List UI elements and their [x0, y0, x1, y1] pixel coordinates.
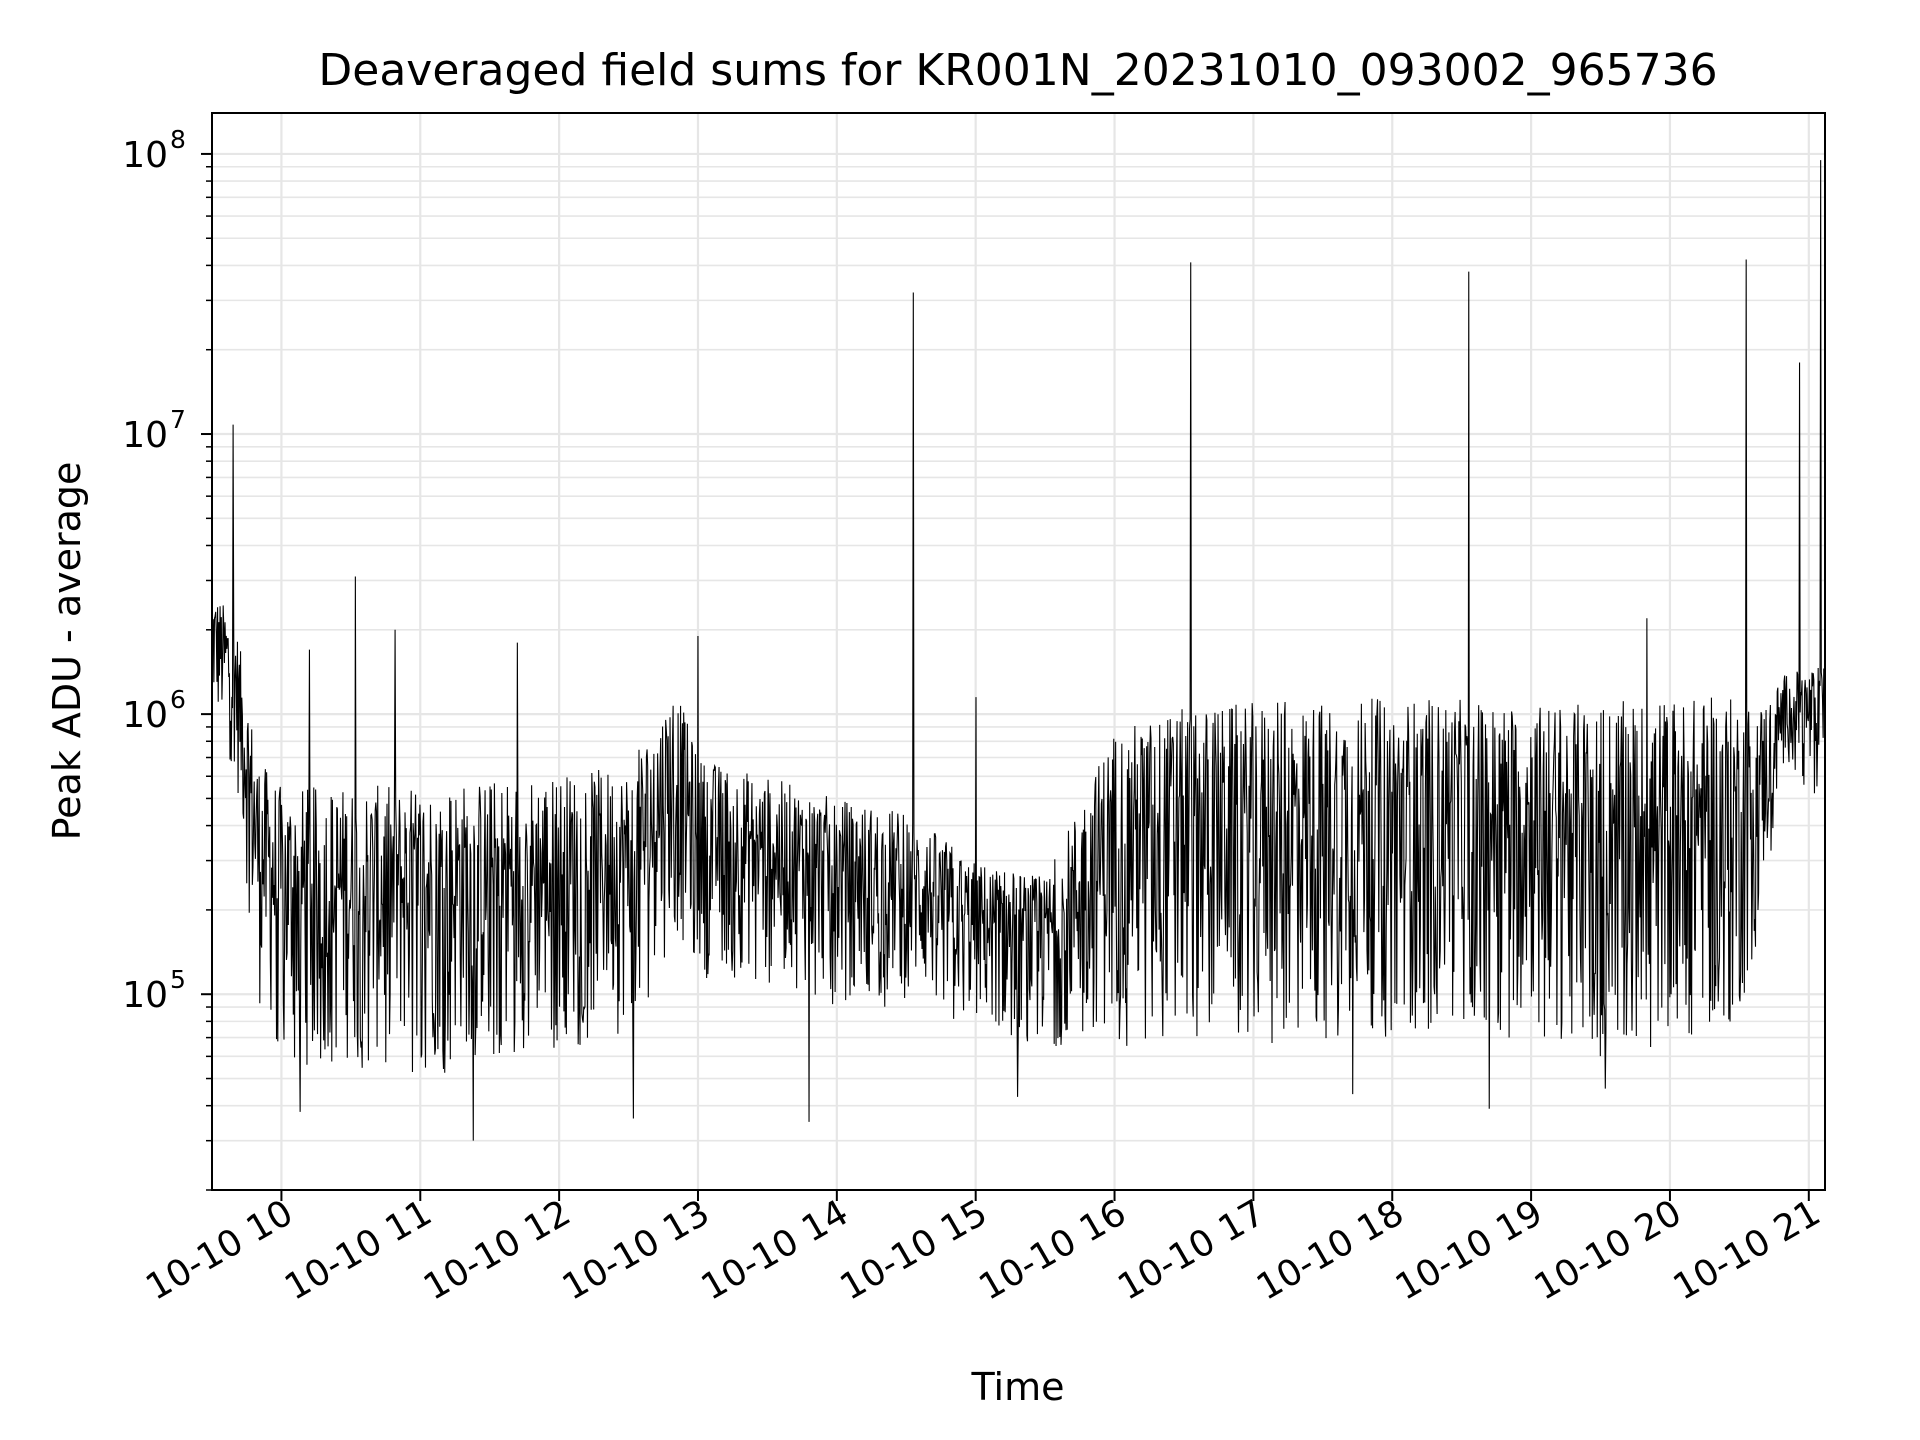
x-tick-label: 10-10 10	[139, 1192, 300, 1308]
y-axis-label: Peak ADU - average	[45, 462, 89, 841]
x-tick-label: 10-10 15	[834, 1192, 995, 1308]
y-tick-label: 10	[122, 135, 168, 176]
x-tick-label: 10-10 17	[1111, 1192, 1272, 1308]
y-tick-exponent: 8	[170, 125, 186, 154]
y-tick-exponent: 7	[170, 405, 186, 434]
y-tick-label: 10	[122, 975, 168, 1016]
x-axis-label: Time	[971, 1365, 1065, 1409]
x-tick-label: 10-10 14	[695, 1192, 856, 1308]
x-tick-label: 10-10 20	[1528, 1192, 1689, 1308]
plot-frame	[211, 112, 1826, 1191]
data-series	[212, 160, 1825, 1141]
y-tick-exponent: 5	[170, 965, 186, 994]
y-tick-label: 10	[122, 695, 168, 736]
x-tick-label: 10-10 19	[1389, 1192, 1550, 1308]
x-tick-label: 10-10 21	[1667, 1192, 1828, 1308]
series-line	[212, 160, 1825, 1141]
y-tick-label: 10	[122, 415, 168, 456]
x-tick-label: 10-10 16	[972, 1192, 1133, 1308]
x-tick-label: 10-10 13	[556, 1192, 717, 1308]
x-tick-label: 10-10 11	[278, 1192, 439, 1308]
x-tick-label: 10-10 18	[1250, 1192, 1411, 1308]
x-tick-label: 10-10 12	[417, 1192, 578, 1308]
y-tick-exponent: 6	[170, 685, 186, 714]
chart-title: Deaveraged field sums for KR001N_2023101…	[318, 45, 1717, 96]
